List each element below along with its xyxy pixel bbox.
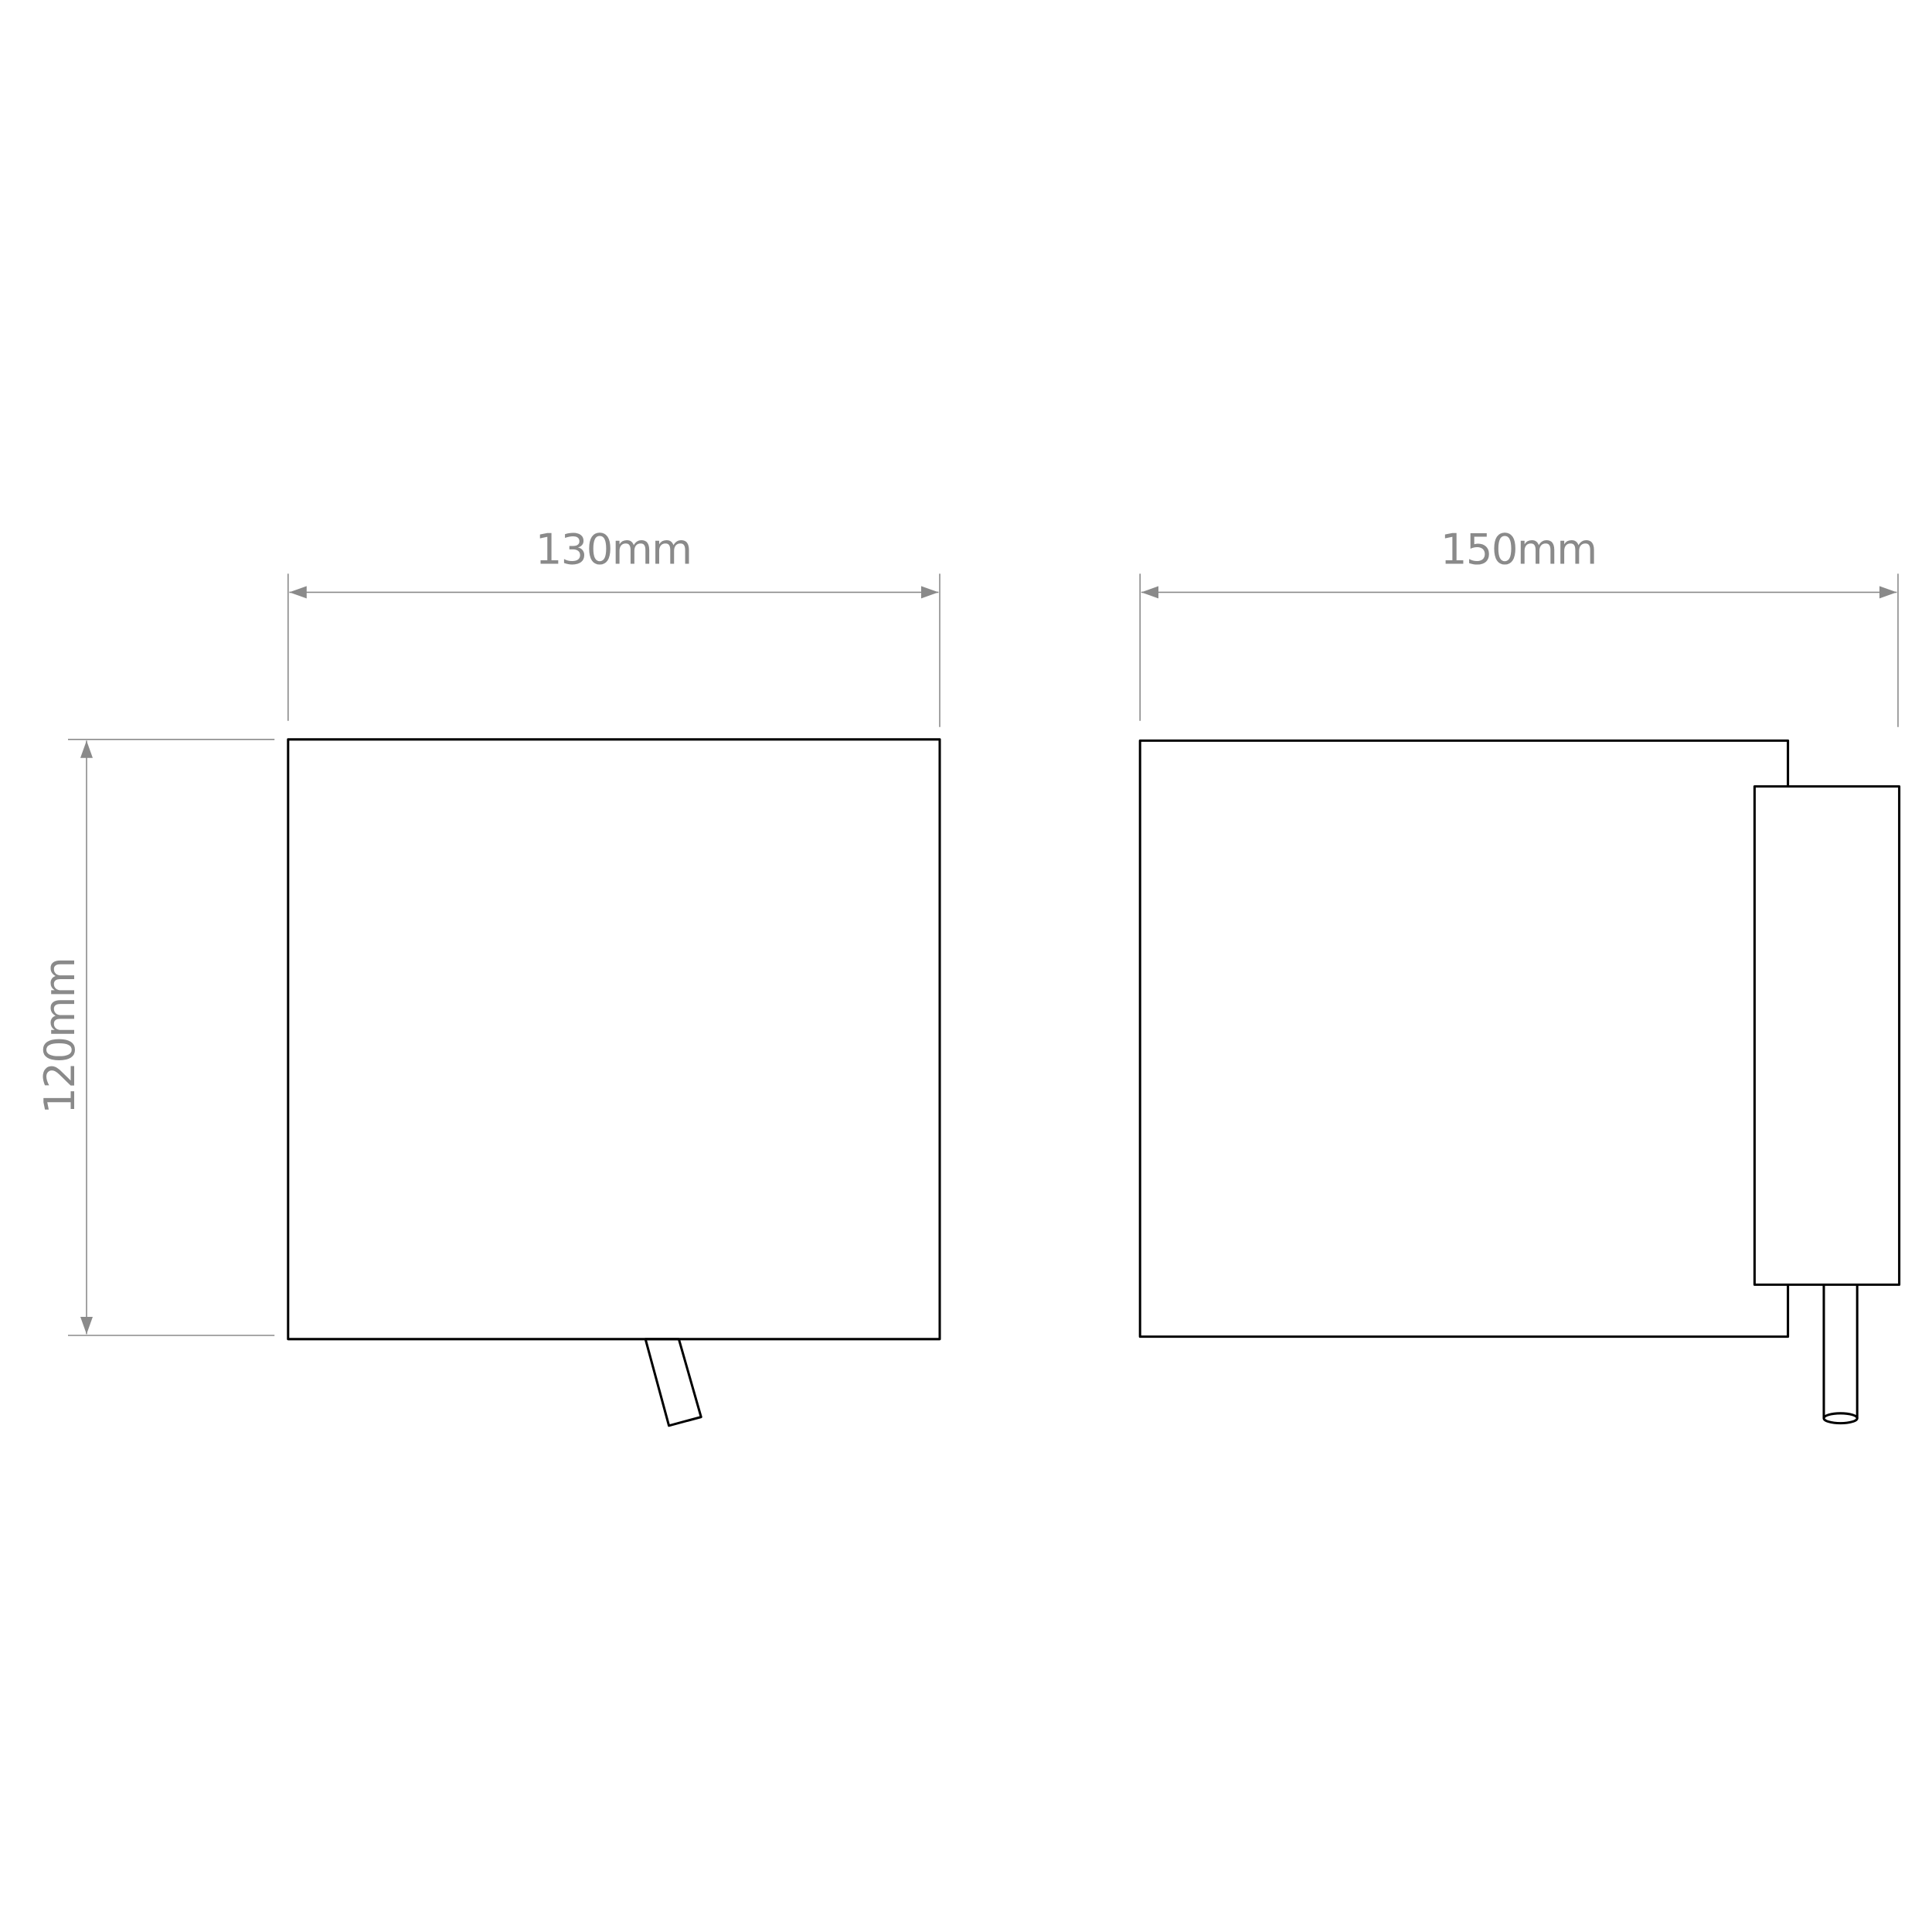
front-height-label: 120mm	[36, 958, 84, 1114]
side-cable-end	[1822, 1412, 1859, 1425]
front-width-label: 130mm	[536, 526, 692, 574]
side-backplate-outline	[1753, 785, 1901, 1286]
side-view: 150mm	[1138, 526, 1901, 1425]
front-body-outline	[287, 738, 941, 1341]
side-depth-label: 150mm	[1440, 526, 1597, 574]
side-body-outline	[1138, 739, 1790, 1338]
front-view: 130mm 120mm	[36, 526, 941, 1427]
side-cable	[1822, 1284, 1859, 1419]
front-cable	[644, 1338, 702, 1427]
